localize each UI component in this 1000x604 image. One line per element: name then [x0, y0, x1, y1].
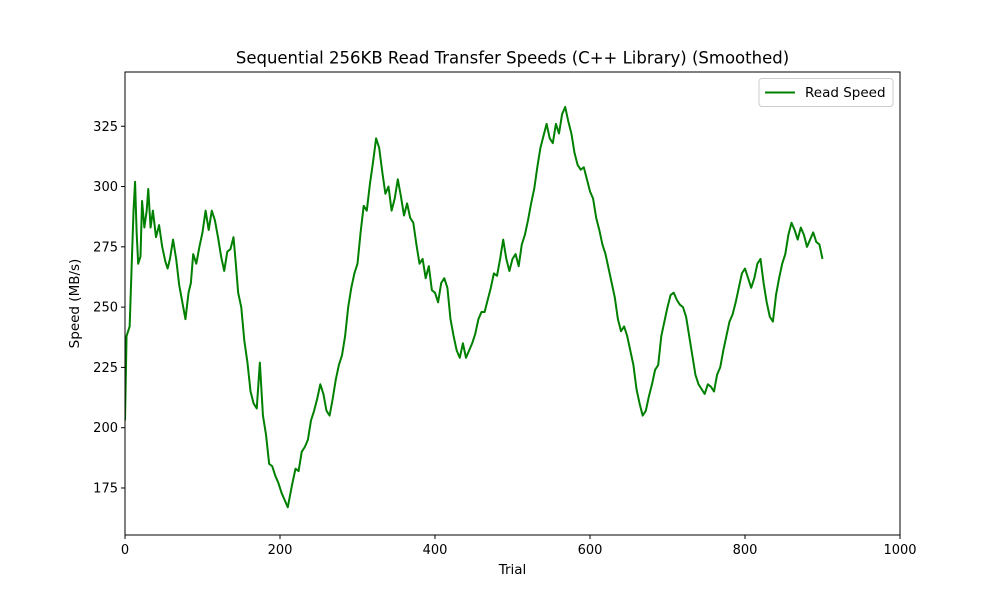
y-tick-label: 225	[93, 361, 118, 376]
y-tick-label: 175	[93, 481, 118, 496]
plot-area: 0 200 400 600 800 1000 175 200 225 250 275 300 325	[93, 71, 917, 558]
legend: Read Speed	[758, 78, 894, 107]
y-tick-label: 300	[93, 180, 118, 195]
y-tick-label: 200	[93, 421, 118, 436]
y-tick-label: 250	[93, 301, 118, 316]
series-line-0	[125, 105, 824, 509]
x-tick-label: 400	[423, 543, 448, 558]
y-tick-label: 325	[93, 120, 118, 135]
y-tick-label: 275	[93, 240, 118, 255]
axes-frame	[124, 71, 901, 536]
x-tick-label: 1000	[883, 543, 916, 558]
legend-label: Read Speed	[805, 85, 886, 101]
x-axis-label: Trial	[498, 562, 527, 578]
x-tick-label: 0	[121, 543, 129, 558]
x-tick-label: 200	[268, 543, 293, 558]
chart-title: Sequential 256KB Read Transfer Speeds (C…	[236, 49, 789, 68]
legend-frame	[758, 78, 894, 107]
y-axis-label: Speed (MB/s)	[67, 259, 83, 349]
x-tick-label: 800	[733, 543, 758, 558]
x-tick-label: 600	[578, 543, 603, 558]
